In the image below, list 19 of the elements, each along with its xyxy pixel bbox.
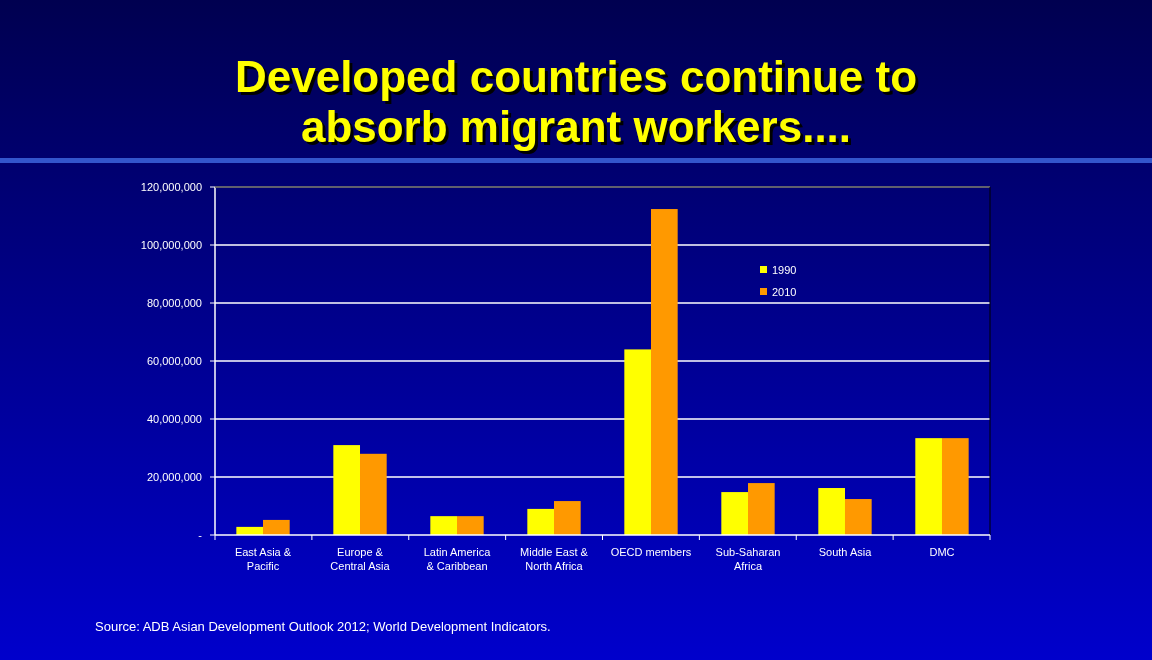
- x-tick-label: Sub-Saharan Africa: [715, 546, 781, 572]
- x-tick-label: East Asia & Pacific: [234, 546, 292, 572]
- source-note: Source: ADB Asian Development Outlook 2012; World Development Indicators.: [95, 619, 551, 634]
- legend-label: 1990: [772, 264, 797, 276]
- y-tick-label: 60,000,000: [146, 355, 202, 367]
- y-tick-label: -: [198, 529, 203, 541]
- chart-title: Developed countries continue to absorb migrant workers....: [234, 52, 918, 154]
- x-tick-label: Latin America & Caribbean: [423, 546, 492, 572]
- legend-label: 2010: [772, 286, 797, 298]
- x-tick-label: South Asia: [818, 546, 873, 558]
- x-tick-label: OECD members: [610, 546, 692, 558]
- y-tick-label: 80,000,000: [146, 297, 202, 309]
- x-tick-label: Europe & Central Asia: [330, 546, 391, 572]
- y-tick-label: 100,000,000: [140, 239, 202, 251]
- x-tick-label: DMC: [929, 546, 955, 558]
- y-tick-label: 40,000,000: [146, 413, 202, 425]
- x-tick-label: Middle East & North Africa: [520, 546, 589, 572]
- y-tick-label: 120,000,000: [140, 181, 202, 193]
- y-tick-label: 20,000,000: [146, 471, 202, 483]
